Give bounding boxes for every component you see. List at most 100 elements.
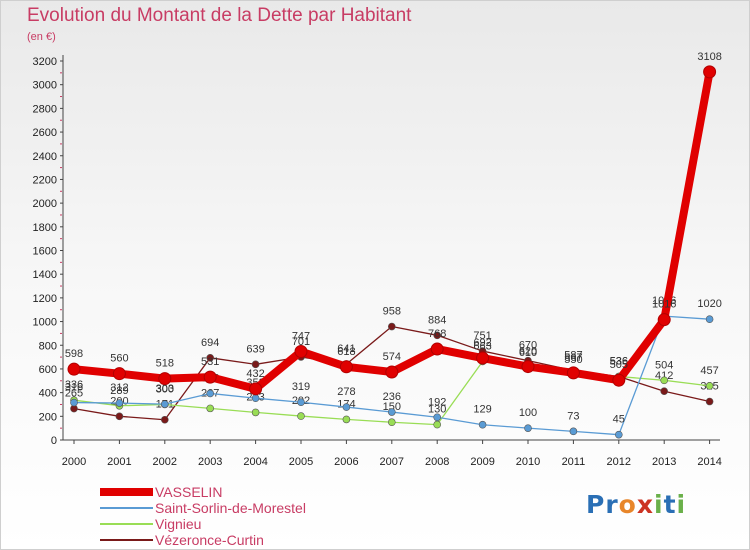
data-label: 574 — [383, 351, 401, 363]
x-tick-label: 2009 — [470, 456, 494, 468]
data-label: 289 — [110, 385, 128, 397]
x-tick-label: 2013 — [652, 456, 676, 468]
data-point — [430, 342, 444, 356]
data-label: 150 — [383, 401, 401, 413]
x-tick-label: 2003 — [198, 456, 222, 468]
proxiti-logo: Proxiti — [586, 490, 686, 519]
data-point — [206, 404, 214, 413]
data-label: 536 — [610, 356, 628, 368]
legend: VASSELINSaint-Sorlin-de-MorestelVignieuV… — [100, 484, 306, 548]
data-point — [115, 399, 124, 407]
legend-label: Vignieu — [155, 516, 201, 532]
data-point — [251, 408, 260, 417]
data-label: 336 — [65, 379, 83, 391]
x-tick-label: 2006 — [334, 456, 358, 468]
y-tick-label: 1400 — [33, 269, 57, 281]
y-tick-label: 400 — [39, 388, 57, 400]
data-label: 567 — [564, 352, 582, 364]
data-point — [569, 427, 578, 436]
data-label: 504 — [655, 359, 673, 371]
logo-letter: o — [618, 490, 637, 519]
data-point — [161, 415, 169, 424]
legend-label: Vézeronce-Curtin — [155, 532, 264, 548]
x-tick-label: 2012 — [607, 456, 631, 468]
data-point — [703, 65, 717, 79]
data-point — [566, 366, 580, 380]
series-vasselin: 598 560 518 531 432 747 618 574 768 692 620 567 505 1… — [65, 51, 722, 396]
y-tick-label: 2600 — [33, 127, 57, 139]
logo-letter: t — [663, 490, 677, 519]
logo-letter: P — [586, 490, 606, 519]
data-label: 236 — [383, 391, 401, 403]
data-point — [385, 365, 399, 379]
data-label: 692 — [473, 337, 491, 349]
data-point — [660, 387, 669, 396]
data-label: 319 — [292, 381, 310, 393]
data-label: 505 — [610, 359, 628, 371]
data-point — [251, 360, 260, 369]
data-point — [158, 372, 172, 386]
data-label: 265 — [65, 388, 83, 400]
data-point — [657, 313, 671, 327]
data-label: 300 — [156, 383, 174, 395]
series-layer: 2652001716946397016419588847516705875364… — [65, 51, 722, 439]
data-point — [433, 413, 442, 422]
data-point — [705, 315, 714, 323]
logo-letter: x — [636, 490, 654, 519]
data-point — [342, 415, 351, 424]
x-tick-label: 2007 — [380, 456, 404, 468]
data-label: 316 — [65, 382, 83, 394]
data-point — [612, 373, 626, 387]
data-label: 432 — [246, 368, 264, 380]
data-point — [387, 408, 396, 416]
logo-letter: i — [676, 490, 687, 519]
logo-letter: i — [654, 490, 664, 519]
data-point — [339, 360, 353, 374]
y-tick-label: 2800 — [33, 103, 57, 115]
x-tick-label: 2011 — [562, 456, 586, 468]
axes: 0 200 400 600 800 1000 1200 1400 1600 1800 2000 220… — [33, 55, 722, 468]
y-tick-label: 2400 — [33, 151, 57, 163]
data-label: 663 — [473, 340, 491, 352]
data-label: 73 — [567, 410, 579, 422]
data-label: 303 — [156, 383, 174, 395]
data-point — [476, 351, 490, 365]
data-label: 518 — [156, 358, 174, 370]
data-point — [524, 424, 532, 432]
data-point — [206, 389, 214, 398]
data-point — [660, 376, 669, 385]
chart-title: Evolution du Montant de la Dette par Hab… — [27, 5, 412, 26]
data-label: 1016 — [652, 299, 676, 311]
data-point — [294, 345, 308, 359]
x-tick-label: 2001 — [107, 456, 131, 468]
data-label: 1020 — [697, 298, 721, 310]
data-label: 587 — [564, 349, 582, 361]
data-point — [342, 403, 351, 411]
data-point — [705, 382, 714, 390]
data-label: 531 — [201, 356, 219, 368]
y-tick-label: 1000 — [33, 317, 57, 329]
data-label: 312 — [110, 382, 128, 394]
data-label: 3108 — [697, 51, 721, 63]
logo-letter: r — [605, 490, 619, 519]
data-label: 701 — [292, 336, 310, 348]
data-label: 751 — [473, 330, 491, 342]
data-point — [478, 420, 487, 429]
data-point — [249, 382, 263, 396]
data-label: 747 — [292, 331, 310, 343]
data-point — [112, 367, 126, 381]
data-label: 618 — [337, 346, 355, 358]
y-tick-label: 200 — [39, 411, 57, 423]
data-label: 100 — [519, 407, 537, 419]
data-label: 620 — [519, 346, 537, 358]
y-tick-label: 1800 — [33, 222, 57, 234]
data-point — [206, 354, 214, 362]
y-tick-label: 2000 — [33, 198, 57, 210]
y-tick-label: 1600 — [33, 246, 57, 258]
data-point — [203, 370, 217, 384]
data-point — [387, 418, 396, 427]
data-label: 560 — [110, 353, 128, 365]
y-tick-label: 3200 — [33, 56, 57, 68]
data-point — [161, 400, 169, 408]
